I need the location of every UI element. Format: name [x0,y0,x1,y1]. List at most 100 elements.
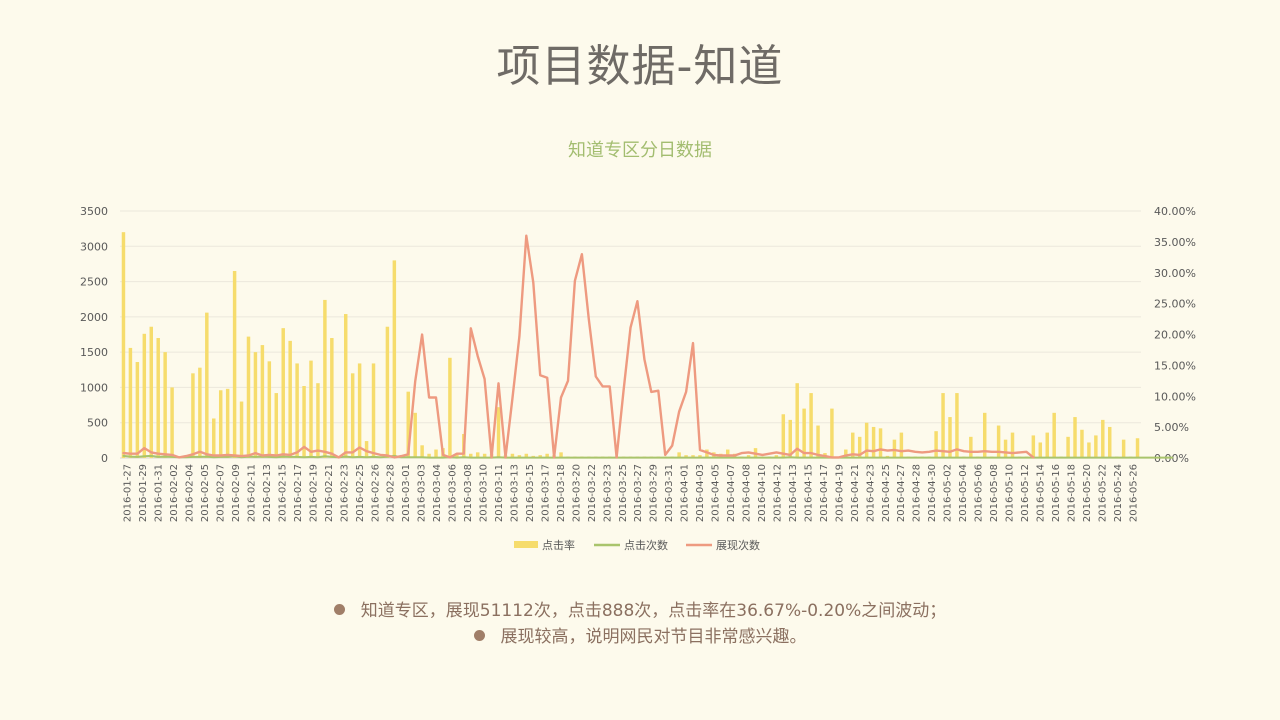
x-tick-label: 2016-04-25 [881,464,892,522]
bar [281,328,285,458]
bar [212,418,216,458]
notes: 知道专区，展现51112次，点击888次，点击率在36.67%-0.20%之间波… [0,598,1280,650]
y-right-tick-label: 5.00% [1154,421,1189,434]
bar [434,449,438,458]
bar [357,363,362,458]
bar [392,260,397,458]
x-tick-label: 2016-04-10 [757,464,768,522]
page-title: 项目数据-知道 [496,41,784,92]
bar [135,362,140,458]
bar [170,387,174,458]
legend-swatch-bar [514,541,538,548]
bar [385,326,390,458]
bar [232,270,237,458]
bar [864,422,869,458]
bullet-dot-icon [473,630,485,641]
x-tick-label: 2016-02-13 [262,464,273,522]
note-2-text: 展现较高，说明网民对节目非常感兴趣。 [500,627,807,647]
x-tick-label: 2016-04-28 [912,464,923,522]
x-tick-label: 2016-05-04 [958,464,969,522]
x-tick-label: 2016-02-26 [370,464,381,522]
bar [684,455,688,458]
x-tick-label: 2016-03-29 [649,464,660,522]
y-left-tick-label: 1500 [80,346,108,359]
x-tick-label: 2016-04-19 [834,464,845,522]
bar [218,390,223,458]
note-1-text: 知道专区，展现51112次，点击888次，点击率在36.67%-0.20%之间波… [360,601,947,621]
x-tick-label: 2016-02-05 [200,464,211,522]
y-left-tick-label: 1000 [80,381,108,394]
bar [274,393,279,458]
y-left-tick-label: 500 [87,417,108,430]
bar [343,314,348,458]
bar [1045,432,1049,458]
x-tick-label: 2016-05-20 [1082,464,1093,522]
series-line-impressions [122,234,1035,459]
bar [996,425,1001,458]
y-right-tick-label: 15.00% [1154,359,1196,372]
bar [941,393,945,458]
x-tick-label: 2016-02-11 [246,464,257,522]
bar [309,360,313,458]
y-right-tick-label: 40.00% [1154,205,1196,218]
x-tick-label: 2016-04-21 [850,464,861,522]
bar [260,345,265,458]
bar [830,408,834,458]
x-tick-label: 2016-03-10 [479,464,490,522]
x-tick-label: 2016-01-29 [138,464,149,522]
bar [142,333,147,458]
x-tick-label: 2016-05-06 [974,464,985,522]
bar [538,455,542,458]
legend-label: 展现次数 [716,538,760,552]
bar [455,454,459,458]
bar [316,383,320,458]
bar [517,455,522,458]
bar [510,453,515,458]
x-tick-label: 2016-02-17 [293,464,304,522]
bar [427,453,431,458]
x-tick-label: 2016-05-02 [943,464,954,522]
x-tick-label: 2016-03-20 [571,464,582,522]
bar [163,352,167,458]
x-tick-label: 2016-04-05 [711,464,722,522]
x-tick-label: 2016-05-16 [1051,464,1062,522]
x-tick-label: 2016-03-01 [401,464,412,522]
bar [239,401,244,458]
bar [746,455,751,458]
bar [413,412,417,458]
bar [302,386,306,458]
x-tick-label: 2016-03-17 [540,464,551,522]
note-1: 知道专区，展现51112次，点击888次，点击率在36.67%-0.20%之间波… [0,598,1280,624]
y-right-tick-label: 10.00% [1154,390,1196,403]
bar [156,338,160,458]
x-tick-label: 2016-01-27 [123,464,134,522]
bar [878,428,883,458]
bar [482,453,487,458]
bar [267,361,272,458]
bar [844,449,848,458]
bar [1066,436,1070,458]
bar [677,452,681,458]
bar [1087,442,1091,458]
x-tick-label: 2016-04-01 [680,464,691,522]
x-tick-label: 2016-05-24 [1113,464,1124,522]
bullet-dot-icon [333,604,345,615]
bar [1135,438,1140,458]
bar [1052,412,1056,458]
x-tick-label: 2016-03-08 [463,464,474,522]
bar [420,445,424,458]
bar [371,363,376,458]
bar [948,417,952,458]
y-left-tick-label: 3000 [80,240,108,253]
bar [982,412,987,458]
x-tick-label: 2016-02-04 [185,464,196,522]
bar [406,391,410,458]
bar [1080,429,1084,458]
note-2: 展现较高，说明网民对节目非常感兴趣。 [0,624,1280,650]
x-tick-label: 2016-04-27 [896,464,907,522]
legend-label: 点击次数 [624,538,668,552]
bar [795,383,799,458]
x-tick-label: 2016-02-15 [277,464,288,522]
bar [198,367,202,458]
